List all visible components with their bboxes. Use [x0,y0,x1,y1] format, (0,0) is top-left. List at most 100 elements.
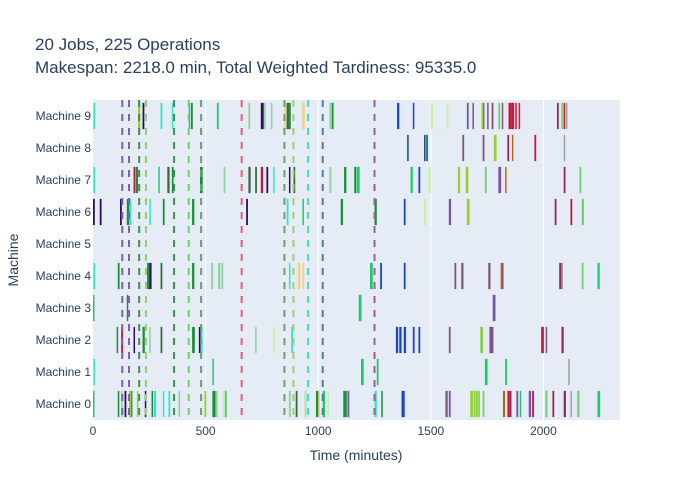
operation-bar [511,134,514,162]
operations-layer [93,102,601,418]
operation-bar [133,166,136,194]
operation-bar [563,390,566,418]
operation-bar [171,102,174,130]
operation-bar [561,326,564,354]
operation-bar [340,198,343,226]
operation-bar [160,102,163,130]
operation-bar [556,102,559,130]
operation-bar [223,166,226,194]
operation-bar [516,390,519,418]
operation-bar [410,166,413,194]
operation-bar [93,166,96,194]
operation-bar [158,166,160,194]
operation-bar [563,134,566,162]
operation-bar [116,326,119,354]
operation-bar [446,102,449,130]
operation-bar [135,166,139,194]
operation-bar [264,102,266,130]
operation-bar [498,166,502,194]
operation-bar [117,262,120,290]
operation-bar [248,102,251,130]
y-tick-label: Machine 7 [36,173,92,187]
operation-bar [532,390,534,418]
operation-bar [192,198,195,226]
operation-bar [509,390,512,418]
operation-bar [482,102,485,130]
y-axis-title: Machine [5,233,21,286]
operation-bar [171,166,174,194]
operation-bar [399,326,402,354]
operation-bar [149,326,151,354]
operation-bar [397,102,400,130]
operation-bar [126,198,130,226]
operation-bar [501,262,504,290]
operation-bar [380,262,382,290]
operation-bar [273,326,275,354]
operation-bar [484,358,488,386]
operation-bar [361,358,364,386]
operation-bar [370,262,373,290]
operation-bar [344,390,347,418]
operation-bar [448,326,451,354]
operation-bar [470,390,473,418]
plot-area [93,100,620,420]
operation-bar [563,102,566,130]
operation-bar [381,390,383,418]
operation-bar [153,390,157,418]
operation-bar [568,358,570,386]
operation-bar [448,390,451,418]
due-date-lines [121,100,376,420]
operation-bar [273,166,275,194]
operation-bar [286,198,289,226]
operation-bar [129,390,132,418]
operation-bar [482,134,485,162]
operation-bar [570,390,572,418]
operation-bar [260,102,263,130]
x-tick-label: 2000 [530,424,557,438]
operation-bar [192,262,195,290]
y-axis-tick-labels: Machine 0 Machine 1 Machine 2 Machine 3 Mach… [36,109,92,411]
operation-bar [491,326,494,354]
operation-bar [488,262,491,290]
operation-bar [518,102,521,130]
operation-bar [403,198,406,226]
operation-bar [160,262,163,290]
operation-bar [481,102,484,130]
operation-bar [457,166,461,194]
operation-bar [403,262,406,290]
operation-bar [93,358,95,386]
operation-bar [302,102,305,130]
operation-bar [500,262,503,290]
operation-bar [266,166,269,194]
operation-bar [288,390,291,418]
operation-bar [288,262,291,290]
operation-bar [484,166,487,194]
operation-bar [376,358,379,386]
operation-bar [302,262,305,290]
operation-bar [395,326,399,354]
operation-bar [554,198,557,226]
operation-bar [149,262,152,290]
operation-bar [255,166,257,194]
operation-bar [570,198,573,226]
x-tick-label: 0 [90,424,97,438]
operation-bar [302,198,304,226]
operation-bar [407,134,409,162]
operation-bar [579,166,582,194]
operation-bar [329,102,332,130]
y-tick-label: Machine 8 [36,141,92,155]
operation-bar [318,390,321,418]
operation-bar [454,262,457,290]
operation-bar [129,198,132,226]
operation-bar [545,390,548,418]
operation-bar [534,134,537,162]
operation-bar [461,262,464,290]
y-tick-label: Machine 0 [36,397,92,411]
operation-bar [198,326,201,354]
operation-bar [291,326,293,354]
chart-title-line-1: 20 Jobs, 225 Operations [35,35,220,54]
operation-bar [216,102,219,130]
operation-bar [286,102,289,130]
operation-bar [501,102,504,130]
